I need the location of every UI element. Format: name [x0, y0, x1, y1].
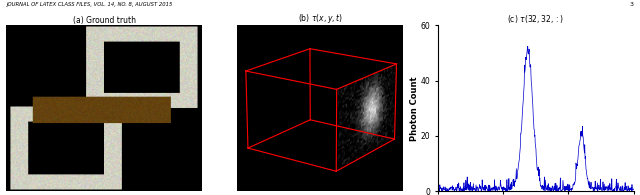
Title: (a) Ground truth: (a) Ground truth	[72, 16, 136, 25]
Y-axis label: Photon Count: Photon Count	[410, 76, 419, 141]
Title: (c) $\tau(32,32,:)$: (c) $\tau(32,32,:)$	[508, 13, 564, 25]
Title: (b) $\tau(x,y,t)$: (b) $\tau(x,y,t)$	[298, 12, 342, 25]
Text: JOURNAL OF LATEX CLASS FILES, VOL. 14, NO. 8, AUGUST 2015: JOURNAL OF LATEX CLASS FILES, VOL. 14, N…	[6, 2, 173, 7]
Text: 3: 3	[630, 2, 634, 7]
